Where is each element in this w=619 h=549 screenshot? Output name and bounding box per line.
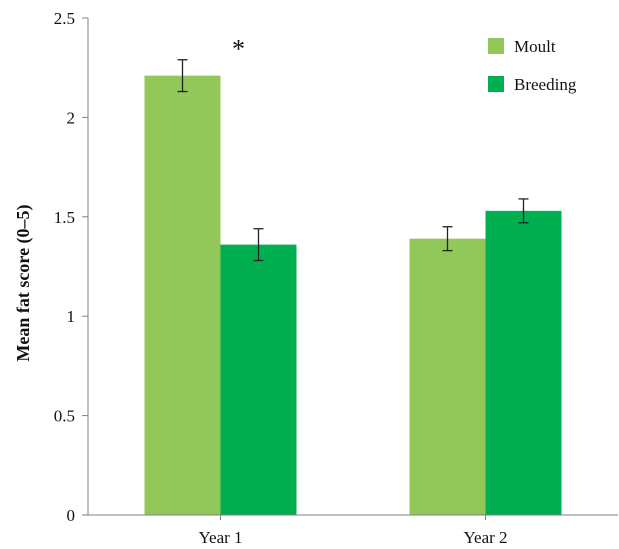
y-tick-label: 1.5 [54,208,75,227]
bar-breeding-2 [485,210,562,515]
x-tick-label: Year 1 [198,528,242,547]
error-bars [177,59,529,262]
legend-swatch-breeding [488,76,504,92]
legend: Moult Breeding [488,37,577,94]
bars [144,75,562,515]
y-tick-label: 0 [67,506,76,525]
y-tick-label: 2 [67,108,76,127]
y-tick-label: 1 [67,307,76,326]
legend-label-moult: Moult [514,37,556,56]
bar-moult-1 [144,75,221,515]
x-tick-label: Year 2 [463,528,507,547]
y-axis: 0 0.5 1 1.5 2 2.5 [54,9,89,525]
y-tick-label: 2.5 [54,9,75,28]
annotations: * [232,35,245,64]
legend-swatch-moult [488,38,504,54]
legend-label-breeding: Breeding [514,75,577,94]
significance-marker: * [232,35,245,64]
bar-breeding-1 [220,244,297,515]
x-axis: Year 1 Year 2 [88,514,618,547]
bar-moult-2 [409,238,486,515]
y-tick-label: 0.5 [54,407,75,426]
y-axis-label: Mean fat score (0–5) [13,204,34,361]
